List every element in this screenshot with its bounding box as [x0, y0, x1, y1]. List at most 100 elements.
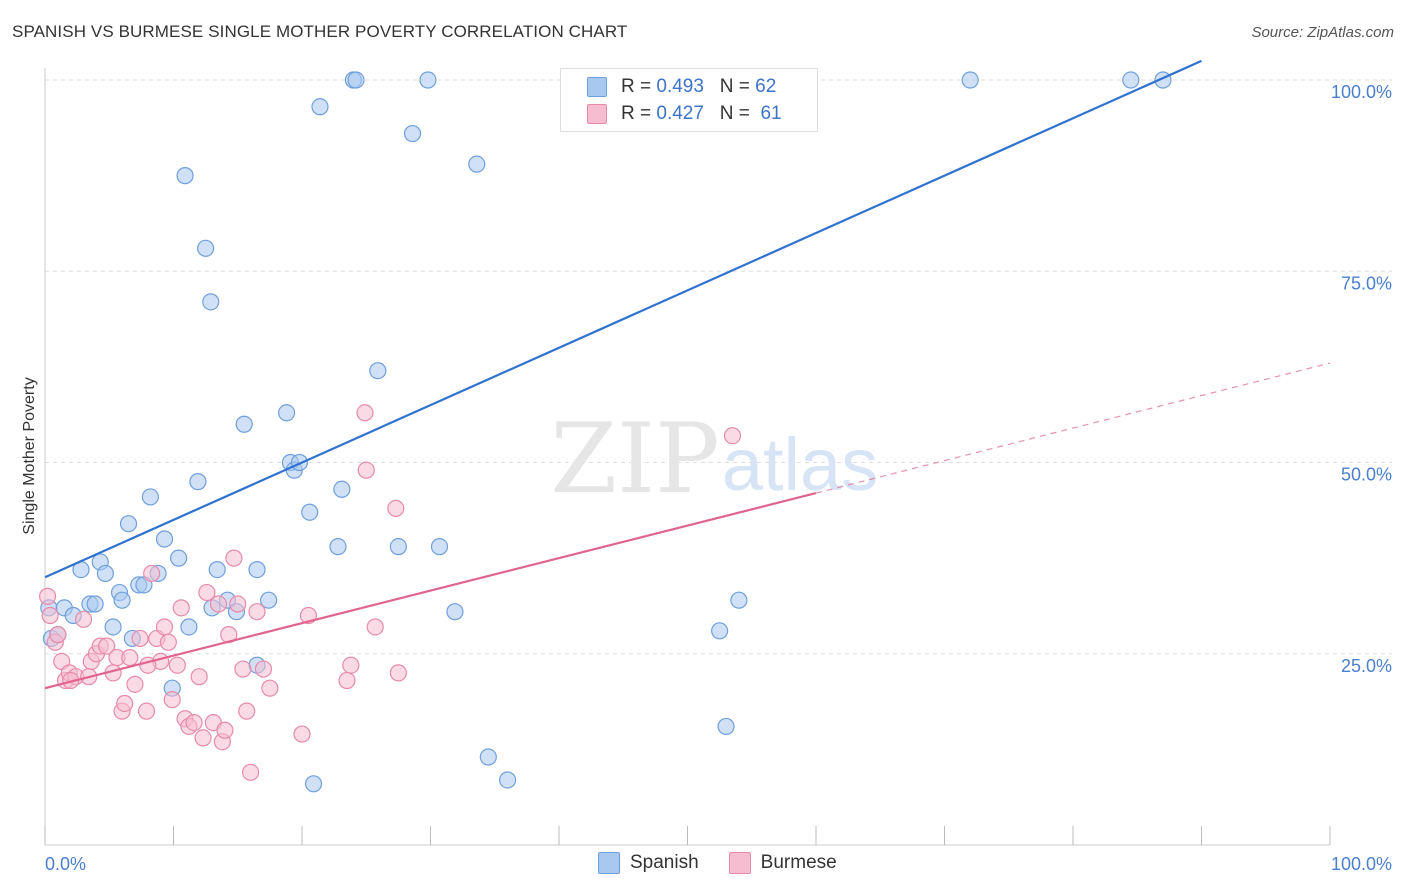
spanish-trend-line [44, 59, 1202, 579]
spanish-point [711, 622, 729, 640]
y-tick-label-25: 25.0% [1341, 656, 1392, 676]
burmese-point [366, 618, 384, 636]
series-legend: Spanish Burmese [598, 852, 867, 874]
spanish-point [96, 564, 114, 583]
burmese-point [293, 725, 311, 743]
grid-lines [45, 79, 1392, 655]
burmese-points [38, 404, 742, 781]
spanish-point [119, 515, 138, 533]
spanish-point [1122, 71, 1140, 89]
burmese-point [198, 583, 216, 602]
burmese-point [185, 713, 203, 732]
legend-n-label: N = [719, 103, 750, 124]
burmese-point [41, 606, 59, 625]
burmese-point [143, 564, 161, 583]
watermark: ZIP atlas [550, 403, 878, 515]
x-tick-label-100: 100.0% [1331, 854, 1392, 874]
trend-lines [44, 59, 1331, 690]
data-points [38, 71, 1172, 793]
burmese-point [387, 499, 405, 517]
burmese-r-value: 0.427 [656, 103, 704, 124]
spanish-r-value: 0.493 [656, 76, 704, 97]
burmese-legend-label: Burmese [760, 852, 837, 873]
burmese-point [225, 549, 243, 567]
burmese-point [194, 729, 212, 747]
spanish-point [468, 155, 486, 173]
burmese-point [248, 603, 266, 621]
spanish-point [730, 591, 748, 609]
burmese-point [168, 656, 186, 674]
spanish-point [304, 775, 323, 793]
spanish-point [369, 362, 387, 380]
spanish-point [446, 603, 464, 621]
spanish-legend-swatch [598, 852, 620, 874]
burmese-point [155, 618, 174, 636]
chart-title: SPANISH VS BURMESE SINGLE MOTHER POVERTY… [12, 22, 628, 41]
spanish-point [499, 771, 517, 789]
spanish-point [104, 618, 122, 636]
spanish-point [277, 404, 296, 422]
burmese-point [190, 668, 208, 686]
burmese-point [126, 675, 144, 693]
burmese-point [98, 637, 116, 655]
spanish-point [189, 473, 207, 491]
spanish-point [176, 167, 194, 185]
burmese-point [49, 626, 67, 644]
burmese-point [389, 664, 407, 682]
spanish-point [259, 591, 278, 609]
spanish-point [113, 591, 131, 609]
burmese-point [209, 595, 228, 613]
burmese-point [74, 610, 93, 628]
burmese-trend-line [44, 492, 817, 690]
y-tick-label-50: 50.0% [1341, 465, 1392, 485]
y-tick-label-100: 100.0% [1331, 82, 1392, 102]
spanish-point [197, 239, 215, 257]
spanish-point [389, 538, 407, 556]
spanish-point [479, 748, 497, 766]
burmese-swatch [587, 104, 607, 124]
spanish-point [86, 595, 104, 613]
burmese-point [338, 671, 356, 690]
spanish-legend-label: Spanish [630, 852, 699, 873]
tick-labels: 25.0% 50.0% 75.0% 100.0% 0.0% 100.0% [45, 82, 1392, 874]
legend-item-spanish[interactable]: Spanish [598, 852, 699, 874]
spanish-point [170, 549, 188, 567]
source-label: Source: ZipAtlas.com [1251, 24, 1394, 41]
burmese-point [234, 660, 252, 678]
burmese-point [356, 404, 374, 422]
spanish-point [403, 124, 422, 143]
burmese-legend-swatch [728, 852, 751, 874]
spanish-point [419, 71, 437, 89]
burmese-point [238, 702, 256, 720]
x-tick-label-0: 0.0% [45, 854, 86, 874]
legend-r-label: R = [621, 103, 652, 124]
legend-r-label: R = [621, 76, 652, 97]
spanish-point [430, 538, 449, 556]
spanish-point [311, 98, 329, 116]
burmese-point [137, 702, 156, 720]
legend-row-spanish: R = 0.493 N = 62 [587, 75, 776, 99]
burmese-point [131, 629, 149, 648]
burmese-point [38, 587, 57, 605]
spanish-point [347, 71, 365, 89]
spanish-point [961, 71, 979, 89]
burmese-point [242, 763, 260, 781]
legend-item-burmese[interactable]: Burmese [728, 852, 837, 874]
y-tick-label-75: 75.0% [1341, 273, 1392, 293]
burmese-n-value: 61 [760, 103, 782, 124]
watermark-atlas: atlas [722, 423, 878, 506]
spanish-point [141, 488, 159, 506]
spanish-swatch [587, 77, 607, 97]
spanish-point [202, 293, 220, 311]
burmese-trend-extension [815, 362, 1331, 494]
burmese-point [357, 461, 375, 479]
spanish-point [329, 538, 347, 556]
spanish-point [717, 717, 735, 736]
burmese-point [163, 691, 181, 709]
spanish-point [235, 415, 253, 433]
burmese-point [159, 633, 177, 651]
burmese-point [254, 660, 273, 678]
spanish-point [180, 618, 198, 636]
legend-row-burmese: R = 0.427 N = 61 [587, 102, 782, 126]
